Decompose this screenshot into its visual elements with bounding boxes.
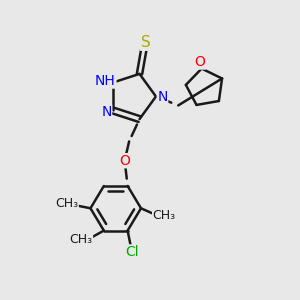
Text: CH₃: CH₃ — [55, 197, 78, 210]
Text: O: O — [195, 55, 206, 69]
Text: CH₃: CH₃ — [69, 233, 92, 246]
Text: NH: NH — [95, 74, 116, 88]
Text: S: S — [141, 35, 150, 50]
Text: N: N — [157, 89, 168, 103]
Text: CH₃: CH₃ — [153, 209, 176, 222]
Text: N: N — [101, 105, 112, 119]
Text: O: O — [119, 154, 130, 168]
Text: Cl: Cl — [125, 245, 139, 259]
